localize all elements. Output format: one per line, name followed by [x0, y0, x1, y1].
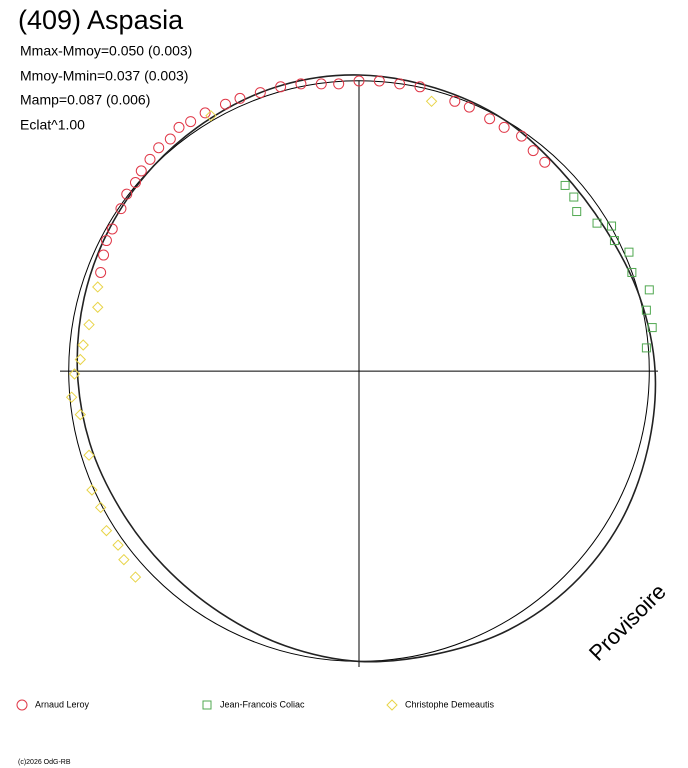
data-point: [74, 353, 87, 366]
data-point: [353, 75, 365, 87]
footer: (c)2026 OdG-RB: [18, 759, 71, 766]
data-point: [539, 156, 551, 168]
annotation: Mmoy-Mmin=0.037 (0.003): [20, 68, 188, 84]
data-point: [394, 78, 406, 90]
data-point: [164, 133, 176, 145]
annotation: Eclat^1.00: [20, 117, 85, 133]
data-point: [77, 339, 89, 351]
data-point: [592, 218, 602, 228]
legend-label: Jean-Francois Coliac: [220, 699, 305, 709]
data-point: [95, 266, 107, 278]
data-point: [86, 484, 98, 496]
annotation: Mmax-Mmoy=0.050 (0.003): [20, 43, 192, 59]
data-point: [121, 188, 133, 200]
data-point: [463, 101, 475, 113]
data-point: [185, 116, 197, 128]
annotation: Mamp=0.087 (0.006): [20, 92, 150, 108]
data-point: [254, 87, 266, 99]
data-point: [92, 281, 104, 293]
data-point: [498, 121, 510, 133]
data-point: [205, 110, 217, 122]
data-point: [83, 318, 95, 331]
data-point: [153, 142, 165, 154]
data-point: [94, 501, 107, 514]
legend-label: Arnaud Leroy: [35, 699, 90, 709]
data-point: [112, 539, 124, 551]
watermark: Provisoire: [584, 579, 671, 666]
data-point: [100, 235, 112, 247]
data-point: [425, 95, 438, 108]
legend-label: Christophe Demeautis: [405, 699, 495, 709]
data-point: [315, 78, 327, 90]
data-point: [135, 165, 147, 177]
legend-marker: [202, 700, 212, 710]
data-point: [333, 78, 345, 90]
data-point: [98, 249, 110, 261]
data-point: [115, 203, 127, 215]
data-point: [275, 81, 287, 93]
data-point: [569, 192, 579, 202]
legend-marker: [386, 699, 398, 711]
data-point: [199, 107, 211, 119]
data-point: [607, 221, 617, 231]
data-point: [449, 95, 461, 107]
data-point: [484, 113, 496, 125]
data-point: [560, 180, 570, 190]
data-point: [647, 323, 657, 333]
data-point: [74, 408, 87, 421]
data-point: [234, 92, 246, 104]
data-point: [68, 368, 81, 380]
data-point: [83, 449, 95, 461]
legend-marker: [16, 699, 28, 711]
data-point: [644, 285, 654, 295]
fit-curve: [76, 74, 657, 663]
data-point: [624, 247, 634, 257]
data-point: [527, 145, 539, 157]
data-point: [219, 98, 231, 110]
data-point: [373, 75, 385, 87]
data-point: [641, 305, 651, 315]
data-point: [572, 207, 582, 217]
data-point: [609, 236, 619, 246]
data-point: [106, 223, 118, 235]
data-point: [516, 130, 528, 142]
data-point: [414, 81, 426, 93]
data-point: [129, 177, 141, 189]
data-point: [118, 553, 130, 566]
chart-title: (409) Aspasia: [18, 5, 184, 35]
data-point: [65, 391, 78, 403]
data-point: [295, 78, 307, 90]
data-point: [627, 267, 637, 277]
data-point: [173, 121, 185, 133]
data-point: [144, 153, 156, 165]
data-point: [641, 343, 651, 353]
data-point: [100, 524, 113, 537]
data-point: [92, 301, 104, 313]
data-point: [129, 571, 142, 583]
